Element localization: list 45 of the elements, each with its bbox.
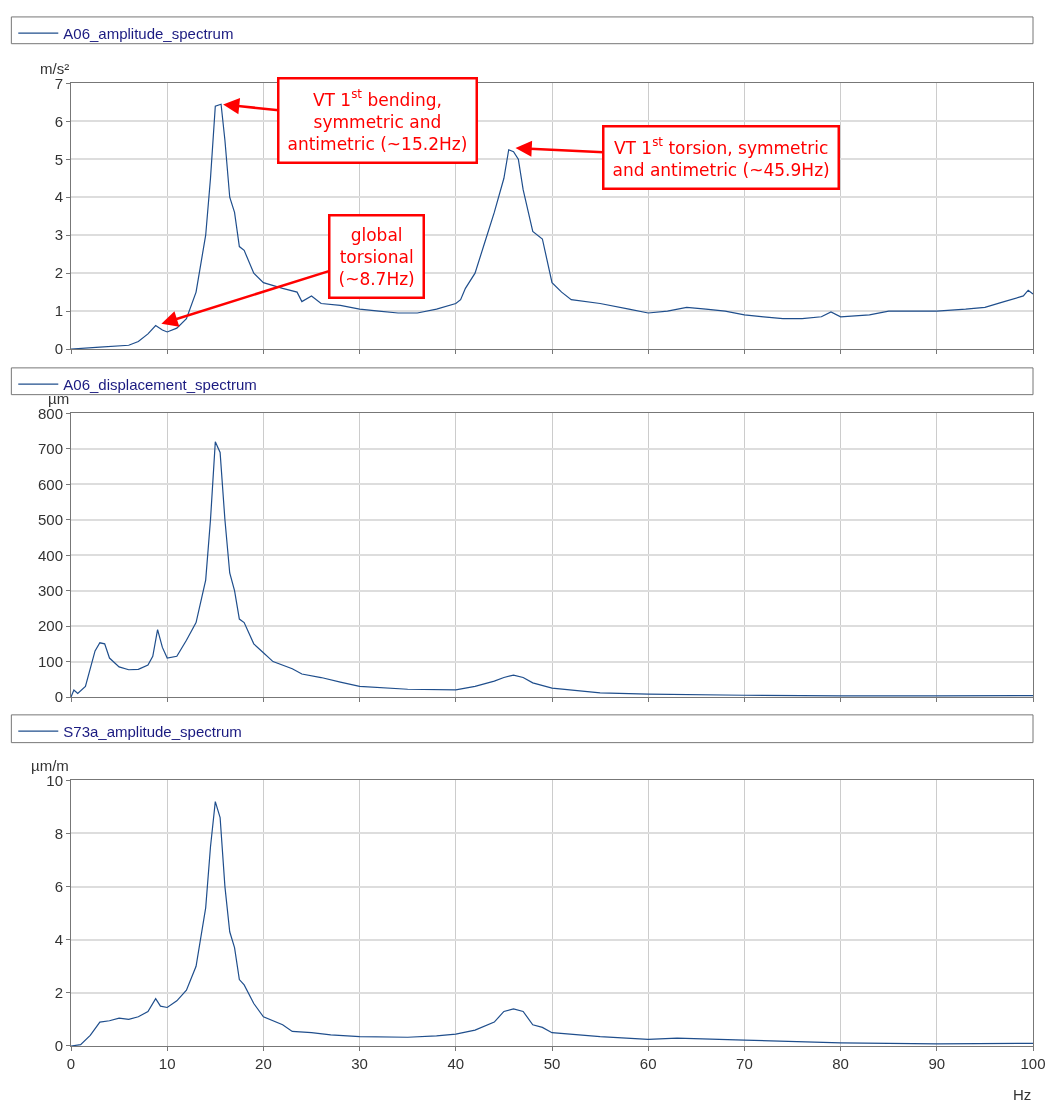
y-tick-label: 100: [37, 652, 63, 670]
annotation: VT 1$^{st}$ torsion, symmetric and antimetric (~45.9Hz): [612, 135, 830, 180]
y-tick-label: 1: [54, 302, 63, 320]
y-tick-label: 4: [54, 188, 63, 206]
y-tick-label: 7: [54, 74, 63, 92]
y-tick-label: 8: [54, 824, 63, 842]
x-tick-label: 100: [1020, 1055, 1046, 1072]
x-tick-label: 70: [736, 1055, 753, 1072]
y-tick-label: 0: [54, 688, 63, 706]
legend-label: S73a_amplitude_spectrum: [63, 722, 242, 740]
y-tick-label: 400: [37, 546, 63, 564]
y-axis-title: m/s²: [40, 60, 70, 77]
line-series: [71, 800, 1033, 1046]
y-tick-label: 500: [37, 511, 63, 529]
annotation: global torsional (~8.7Hz): [338, 224, 415, 289]
x-tick-label: 30: [351, 1055, 368, 1072]
y-tick-label: 2: [54, 264, 63, 282]
y-tick-label: 200: [37, 617, 63, 635]
annotation: VT 1$^{st}$ bending, symmetric and antimetric (~15.2Hz): [287, 87, 468, 154]
x-tick-label: 0: [66, 1055, 76, 1072]
y-tick-label: 700: [37, 440, 63, 458]
y-tick-label: 0: [54, 340, 63, 358]
legend-label: A06_amplitude_spectrum: [63, 25, 234, 43]
x-tick-label: 90: [928, 1055, 946, 1072]
x-axis-title: Hz: [1013, 1086, 1032, 1103]
y-tick-label: 10: [46, 771, 63, 789]
y-tick-label: 6: [54, 112, 63, 130]
x-tick-label: 50: [543, 1055, 561, 1072]
y-tick-label: 6: [54, 877, 63, 895]
y-tick-label: 3: [54, 226, 63, 244]
y-tick-label: 0: [54, 1037, 63, 1055]
x-tick-label: 80: [832, 1055, 849, 1072]
x-tick-label: 20: [255, 1055, 272, 1072]
y-tick-label: 4: [54, 930, 63, 948]
y-tick-label: 600: [37, 475, 63, 493]
x-tick-label: 60: [639, 1055, 657, 1072]
y-tick-label: 300: [37, 581, 63, 599]
y-axis-title: µm: [48, 390, 70, 407]
legend-label: A06_displacement_spectrum: [63, 375, 257, 393]
x-tick-label: 40: [447, 1055, 465, 1072]
y-axis-title: µm/m: [31, 757, 69, 774]
line-series: [71, 441, 1033, 698]
y-tick-label: 5: [54, 150, 63, 168]
y-tick-label: 2: [54, 984, 63, 1002]
x-tick-label: 10: [158, 1055, 176, 1072]
